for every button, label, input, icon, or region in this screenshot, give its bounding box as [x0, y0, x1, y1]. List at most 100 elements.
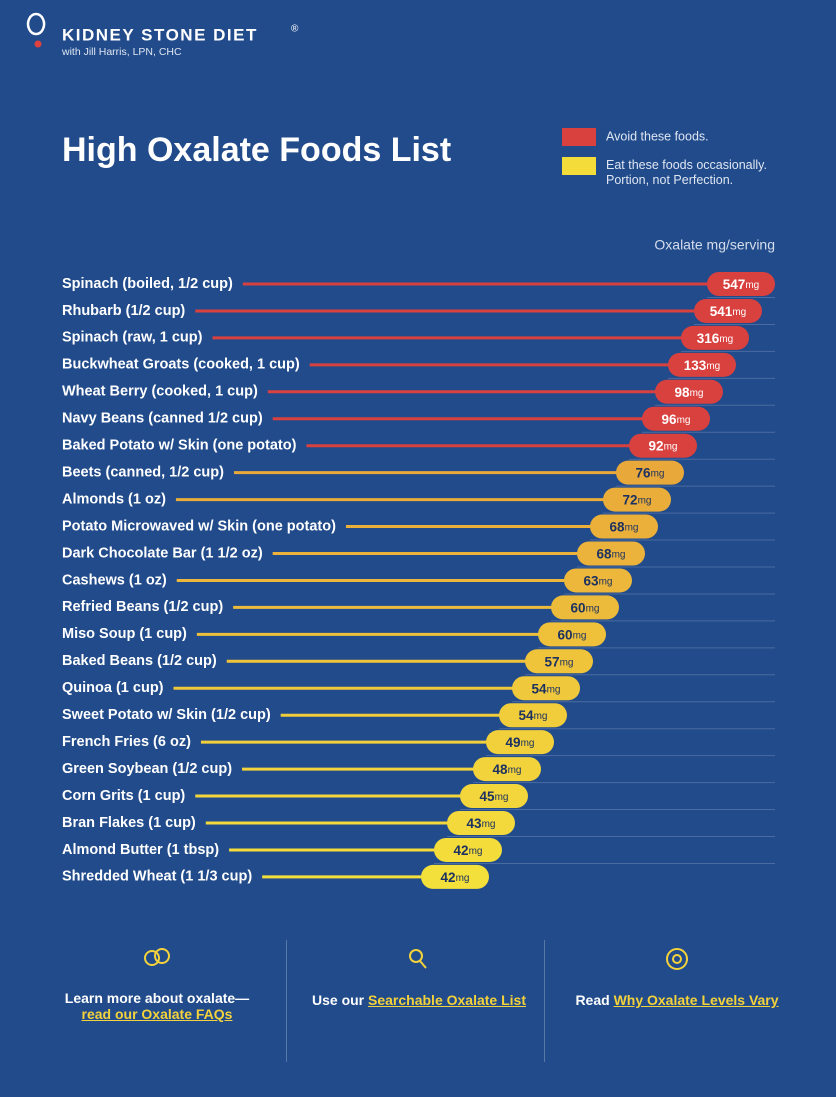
bar — [499, 703, 567, 728]
value-label: 68mg — [610, 519, 639, 534]
unit: mg — [690, 387, 704, 398]
category-label: Refried Beans (1/2 cup) — [62, 599, 223, 615]
value: 76 — [636, 465, 652, 480]
value-label: 133mg — [684, 357, 720, 372]
unit: mg — [560, 657, 574, 668]
category-label: Quinoa (1 cup) — [62, 680, 164, 696]
unit: mg — [599, 576, 613, 587]
value: 72 — [623, 492, 638, 507]
faq-block: Learn more about oxalate— read our Oxala… — [28, 940, 286, 1060]
category-label: Bran Flakes (1 cup) — [62, 815, 196, 831]
unit: mg — [469, 846, 483, 857]
value: 541 — [710, 304, 733, 319]
category-label: Navy Beans (canned 1/2 cup) — [62, 411, 263, 427]
bar — [603, 487, 671, 512]
value: 68 — [597, 546, 613, 561]
category-label: Spinach (boiled, 1/2 cup) — [62, 276, 233, 292]
unit: mg — [534, 711, 548, 722]
category-label: Wheat Berry (cooked, 1 cup) — [62, 384, 258, 400]
value: 60 — [571, 600, 586, 615]
value-label: 54mg — [532, 681, 561, 696]
unit: mg — [586, 603, 600, 614]
list-link[interactable]: Searchable Oxalate List — [368, 992, 526, 1008]
value-label: 60mg — [571, 600, 600, 615]
bar — [525, 649, 593, 674]
value-label: 96mg — [662, 411, 691, 426]
legend-label: Avoid these foods. — [606, 129, 709, 143]
unit: mg — [521, 738, 535, 749]
value-label: 60mg — [558, 627, 587, 642]
value-label: 57mg — [545, 654, 574, 669]
value-label: 92mg — [649, 438, 678, 453]
unit: mg — [612, 549, 626, 560]
bar — [577, 541, 645, 566]
separator — [286, 940, 287, 1062]
bar — [707, 272, 775, 296]
unit: mg — [573, 630, 587, 641]
category-label: Spinach (raw, 1 cup) — [62, 330, 203, 346]
category-label: Rhubarb (1/2 cup) — [62, 303, 185, 319]
value-label: 547mg — [723, 277, 759, 292]
logo — [26, 12, 46, 48]
value-label: 42mg — [454, 843, 483, 858]
faq-text: Learn more about oxalate— — [64, 990, 250, 1006]
bar — [564, 568, 632, 593]
unit: mg — [664, 441, 678, 452]
value-label: 54mg — [519, 708, 548, 723]
bar — [694, 298, 762, 323]
value: 133 — [684, 357, 707, 372]
value-label: 45mg — [480, 789, 509, 804]
unit: mg — [719, 334, 733, 345]
category-label: Almonds (1 oz) — [62, 491, 166, 507]
vary-link[interactable]: Why Oxalate Levels Vary — [613, 992, 779, 1008]
category-label: Baked Potato w/ Skin (one potato) — [62, 438, 297, 454]
value: 96 — [662, 411, 678, 426]
unit: mg — [482, 819, 496, 830]
icon — [409, 949, 427, 969]
value: 49 — [506, 735, 521, 750]
value-label: 63mg — [584, 573, 613, 588]
value-label: 316mg — [697, 330, 733, 345]
chart-title: High Oxalate Foods List — [62, 131, 451, 169]
value: 54 — [519, 708, 535, 723]
byline: with Jill Harris, LPN, CHC — [61, 46, 182, 58]
legend-label: Eat these foods occasionally. Portion, no… — [606, 158, 767, 187]
bar — [421, 864, 489, 889]
category-label: Green Soybean (1/2 cup) — [62, 761, 232, 777]
unit: mg — [625, 522, 639, 533]
unit: mg — [638, 495, 652, 506]
value: 63 — [584, 573, 600, 588]
value: 68 — [610, 519, 626, 534]
bar — [434, 837, 502, 862]
unit: mg — [547, 684, 561, 695]
category-label: Potato Microwaved w/ Skin (one potato) — [62, 518, 336, 534]
bar — [629, 433, 697, 458]
value: 60 — [558, 627, 573, 642]
category-label: Sweet Potato w/ Skin (1/2 cup) — [62, 707, 271, 723]
category-label: Buckwheat Groats (cooked, 1 cup) — [62, 357, 300, 373]
value-label: 72mg — [623, 492, 652, 507]
category-label: Miso Soup (1 cup) — [62, 626, 187, 642]
brand: KIDNEY STONE DIET — [62, 25, 258, 44]
unit: mg — [508, 765, 522, 776]
unit: mg — [456, 873, 470, 884]
category-label: Baked Beans (1/2 cup) — [62, 653, 217, 669]
value: 92 — [649, 438, 664, 453]
legend-line: Eat these foods occasionally. — [606, 158, 767, 172]
value: 547 — [723, 277, 746, 292]
separator — [544, 940, 545, 1062]
bar — [681, 325, 749, 350]
value: 42 — [454, 843, 469, 858]
value-label: 43mg — [467, 816, 496, 831]
bar — [460, 784, 528, 809]
bar — [512, 676, 580, 701]
value: 57 — [545, 654, 560, 669]
list-text: Use our — [312, 992, 365, 1008]
bar — [538, 622, 606, 647]
bar — [655, 379, 723, 404]
bar — [668, 352, 736, 377]
bar — [590, 514, 658, 539]
vary-block: Read Why Oxalate Levels Vary — [548, 940, 806, 1060]
value: 98 — [675, 384, 691, 399]
faq-link[interactable]: read our Oxalate FAQs — [81, 1006, 233, 1022]
